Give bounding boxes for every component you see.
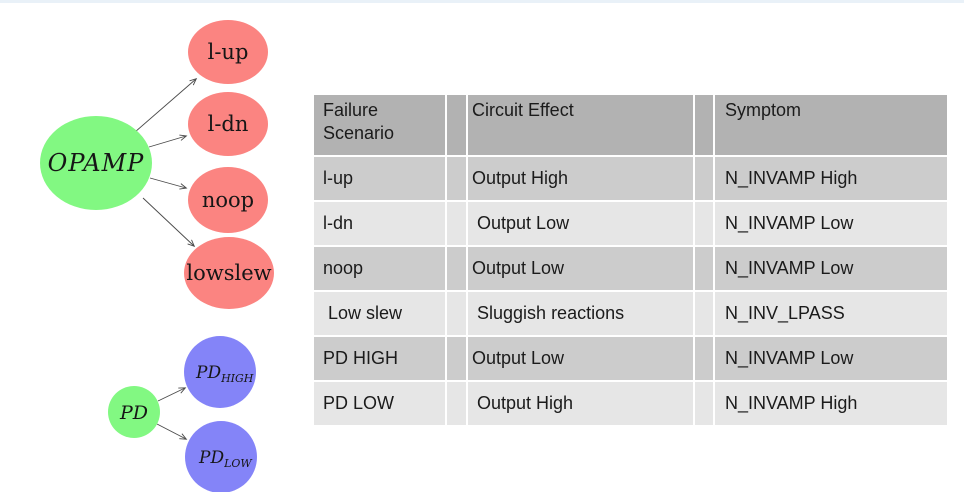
cell-failure-scenario: noop xyxy=(314,247,445,290)
cell-circuit-effect: Output High xyxy=(468,382,693,425)
cell-failure-scenario: PD LOW xyxy=(314,382,445,425)
table-row: Low slew Sluggish reactions N_INV_LPASS xyxy=(314,292,947,335)
opamp-label: OPAMP xyxy=(48,149,145,177)
arrow-opamp-to-l-dn xyxy=(148,134,188,148)
cell-circuit-effect: Output Low xyxy=(468,202,693,245)
separator-cell xyxy=(695,157,713,200)
cell-symptom: N_INVAMP Low xyxy=(715,247,947,290)
table-header-row: Failure Scenario Circuit Effect Symptom xyxy=(314,95,947,155)
cell-failure-scenario: Low slew xyxy=(314,292,445,335)
cell-circuit-effect: Sluggish reactions xyxy=(468,292,693,335)
cell-failure-scenario: l-up xyxy=(314,157,445,200)
noop-ellipse xyxy=(188,167,268,233)
node-pd: PD xyxy=(108,386,160,438)
arrow-pd-to-pd-high xyxy=(157,387,187,402)
pd-high-label: PDHIGH xyxy=(195,363,254,385)
node-pd-low: PDLOW xyxy=(185,421,257,492)
cell-circuit-effect: Output High xyxy=(468,157,693,200)
table-row: PD LOW Output High N_INVAMP High xyxy=(314,382,947,425)
cell-symptom: N_INV_LPASS xyxy=(715,292,947,335)
cell-symptom: N_INVAMP High xyxy=(715,157,947,200)
arrow-opamp-to-noop xyxy=(149,177,188,190)
separator-cell xyxy=(447,382,466,425)
l-up-ellipse xyxy=(188,20,268,84)
table-row: noop Output Low N_INVAMP Low xyxy=(314,247,947,290)
node-l-dn: l-dn xyxy=(188,92,268,156)
node-opamp: OPAMP xyxy=(40,116,152,210)
noop-label: noop xyxy=(202,188,254,212)
arrow-opamp-to-lowslew xyxy=(142,197,196,248)
separator-cell xyxy=(447,337,466,380)
separator-cell xyxy=(447,247,466,290)
lowslew-label: lowslew xyxy=(186,261,271,285)
cell-failure-scenario: PD HIGH xyxy=(314,337,445,380)
l-dn-label: l-dn xyxy=(208,112,249,136)
node-lowslew: lowslew xyxy=(184,237,274,309)
top-divider xyxy=(0,0,964,3)
cell-symptom: N_INVAMP Low xyxy=(715,202,947,245)
arrow-opamp-to-l-up xyxy=(134,78,198,133)
separator-cell xyxy=(695,292,713,335)
column-header-symptom: Symptom xyxy=(715,95,947,155)
failure-table: Failure Scenario Circuit Effect Symptom … xyxy=(312,93,949,427)
pd-circle xyxy=(108,386,160,438)
pd-high-circle xyxy=(184,336,256,408)
arrow-pd-to-pd-low xyxy=(156,423,188,440)
separator-cell xyxy=(695,95,713,155)
separator-cell xyxy=(695,337,713,380)
separator-cell xyxy=(447,95,466,155)
column-header-failure-scenario: Failure Scenario xyxy=(314,95,445,155)
cell-circuit-effect: Output Low xyxy=(468,337,693,380)
l-up-label: l-up xyxy=(208,40,249,64)
table-row: l-dn Output Low N_INVAMP Low xyxy=(314,202,947,245)
node-noop: noop xyxy=(188,167,268,233)
pd-low-label: PDLOW xyxy=(198,448,253,470)
node-l-up: l-up xyxy=(188,20,268,84)
pd-low-circle xyxy=(185,421,257,492)
table-row: PD HIGH Output Low N_INVAMP Low xyxy=(314,337,947,380)
column-header-circuit-effect: Circuit Effect xyxy=(468,95,693,155)
pd-label: PD xyxy=(119,402,148,424)
cell-symptom: N_INVAMP High xyxy=(715,382,947,425)
separator-cell xyxy=(695,247,713,290)
opamp-arrows xyxy=(134,78,198,248)
cell-symptom: N_INVAMP Low xyxy=(715,337,947,380)
lowslew-ellipse xyxy=(184,237,274,309)
cell-circuit-effect: Output Low xyxy=(468,247,693,290)
opamp-ellipse xyxy=(40,116,152,210)
pd-arrows xyxy=(156,387,188,440)
l-dn-ellipse xyxy=(188,92,268,156)
node-pd-high: PDHIGH xyxy=(184,336,256,408)
separator-cell xyxy=(695,382,713,425)
fault-tree-diagram: OPAMP l-up l-dn noop lowslew PD PDHIGH P… xyxy=(40,20,274,492)
cell-failure-scenario: l-dn xyxy=(314,202,445,245)
separator-cell xyxy=(447,292,466,335)
separator-cell xyxy=(447,202,466,245)
table-row: l-up Output High N_INVAMP High xyxy=(314,157,947,200)
separator-cell xyxy=(447,157,466,200)
separator-cell xyxy=(695,202,713,245)
